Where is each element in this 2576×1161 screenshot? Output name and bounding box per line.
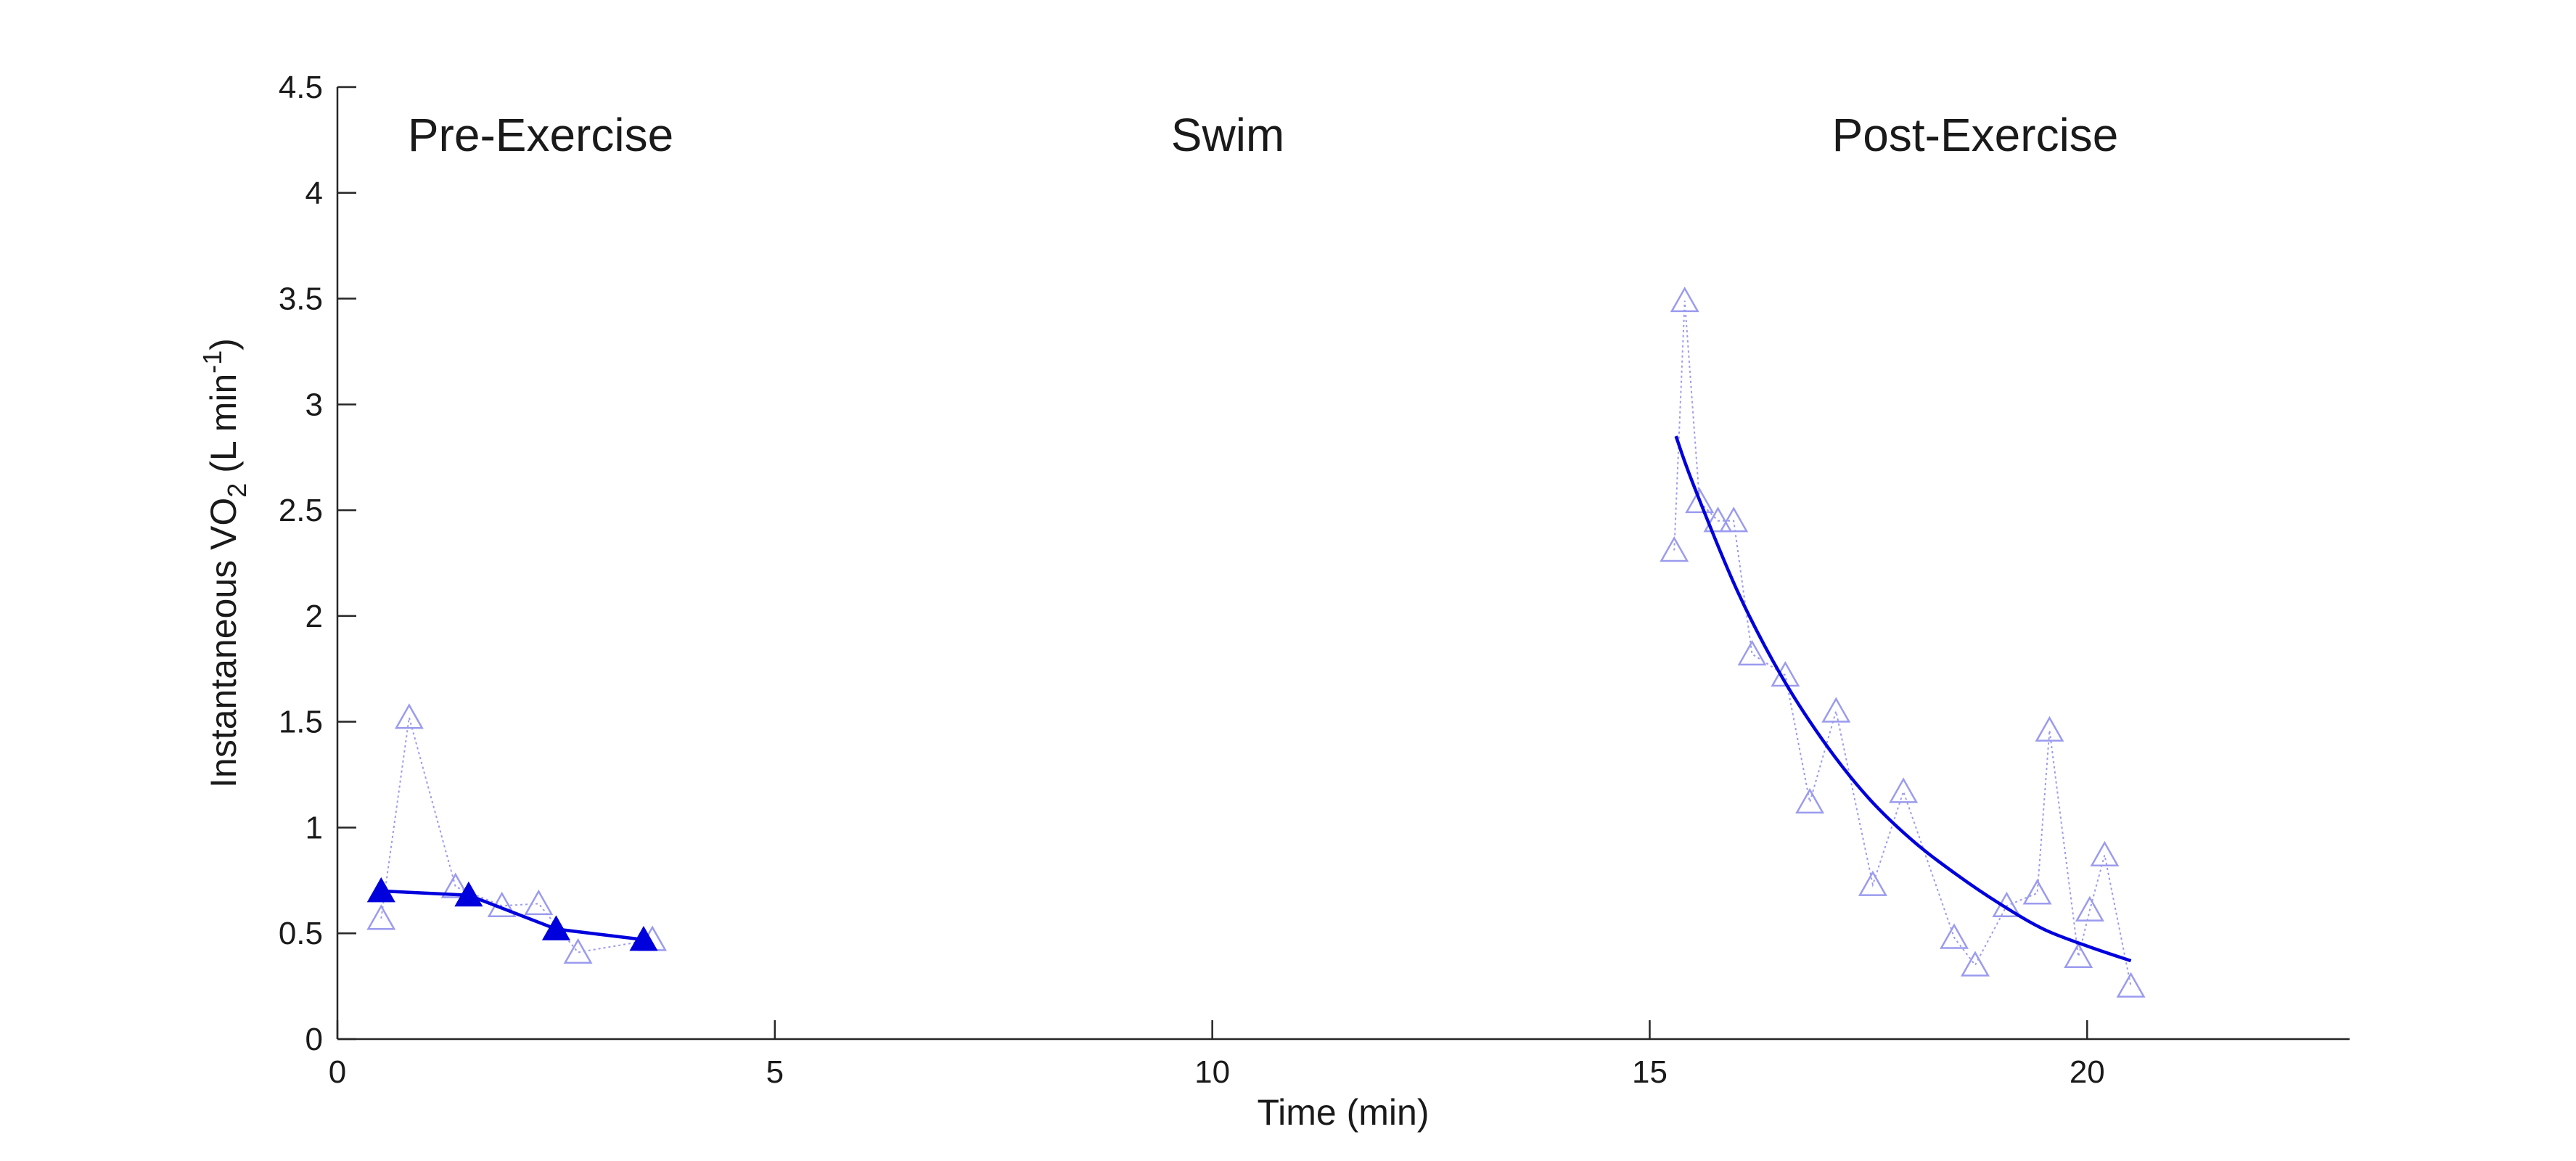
- y-tick-label: 4.5: [279, 70, 323, 105]
- series-0: [366, 703, 668, 964]
- data-point-open: [394, 703, 424, 729]
- y-tick-label: 2.5: [279, 493, 323, 528]
- y-axis-label-unit: (L min: [203, 374, 244, 483]
- data-point-open: [1685, 487, 1715, 514]
- x-tick-label: 15: [1632, 1054, 1668, 1090]
- series-1: [366, 877, 658, 951]
- y-axis-label-superscript: -1: [197, 350, 227, 374]
- data-point-open: [1703, 506, 1733, 533]
- annotation-pre-exercise: Pre-Exercise: [408, 109, 673, 161]
- series-line: [1673, 300, 2132, 987]
- series-3: [1674, 435, 2132, 963]
- data-point-open: [2035, 715, 2064, 742]
- data-point-open: [524, 889, 554, 916]
- data-point-open: [1858, 870, 1887, 896]
- series-line: [1674, 435, 2132, 963]
- data-point-open: [1940, 923, 1969, 949]
- data-point-open: [1821, 697, 1851, 723]
- y-tick-label: 3.5: [279, 282, 323, 317]
- annotation-post-exercise: Post-Exercise: [1832, 109, 2119, 161]
- y-ticks: 0 0.5 1 1.5 2 2.5 3 3.5 4 4.5: [279, 70, 356, 1057]
- data-point-open: [2090, 840, 2120, 867]
- data-point-open: [2064, 942, 2093, 968]
- series-line: [381, 889, 644, 942]
- y-tick-label: 0: [305, 1022, 323, 1057]
- annotations: Pre-Exercise Swim Post-Exercise: [408, 109, 2119, 161]
- data-point-filled: [629, 925, 658, 951]
- data-point-open: [1670, 286, 1699, 313]
- data-point-open: [366, 904, 396, 930]
- data-point-filled: [454, 881, 483, 907]
- y-tick-label: 0.5: [279, 916, 323, 951]
- y-axis-label-close: ): [203, 338, 244, 350]
- y-axis-label-subscript: 2: [222, 483, 252, 498]
- data-point-open: [2022, 879, 2052, 905]
- data-point-open: [440, 872, 470, 898]
- y-axis-label: Instantaneous VO2 (L min-1): [197, 338, 252, 788]
- y-tick-label: 3: [305, 387, 323, 422]
- axes: [336, 87, 2350, 1041]
- x-tick-label: 20: [2070, 1054, 2105, 1090]
- series-2: [1660, 286, 2146, 998]
- x-ticks: 0 5 10 15 20: [329, 1020, 2105, 1090]
- data-point-open: [1737, 639, 1767, 666]
- series-layer: [366, 286, 2146, 998]
- data-point-filled: [366, 877, 395, 903]
- x-axis-label: Time (min): [1257, 1092, 1429, 1133]
- y-tick-label: 4: [305, 176, 323, 211]
- x-tick-label: 0: [329, 1054, 346, 1090]
- data-point-open: [1960, 951, 1990, 977]
- y-axis-label-prefix: Instantaneous VO: [203, 498, 244, 788]
- y-tick-label: 2: [305, 599, 323, 634]
- data-point-open: [1660, 536, 1689, 562]
- data-point-open: [1719, 506, 1749, 533]
- annotation-swim: Swim: [1171, 109, 1284, 161]
- series-line: [380, 717, 653, 953]
- x-tick-label: 5: [766, 1054, 784, 1090]
- data-point-open: [1889, 777, 1919, 803]
- y-tick-label: 1: [305, 810, 323, 845]
- y-tick-label: 1.5: [279, 705, 323, 740]
- data-point-open: [1795, 787, 1825, 814]
- data-point-open: [2075, 895, 2104, 922]
- x-tick-label: 10: [1194, 1054, 1230, 1090]
- data-point-open: [563, 938, 593, 964]
- data-point-filled: [541, 915, 570, 940]
- data-point-open: [2116, 972, 2146, 998]
